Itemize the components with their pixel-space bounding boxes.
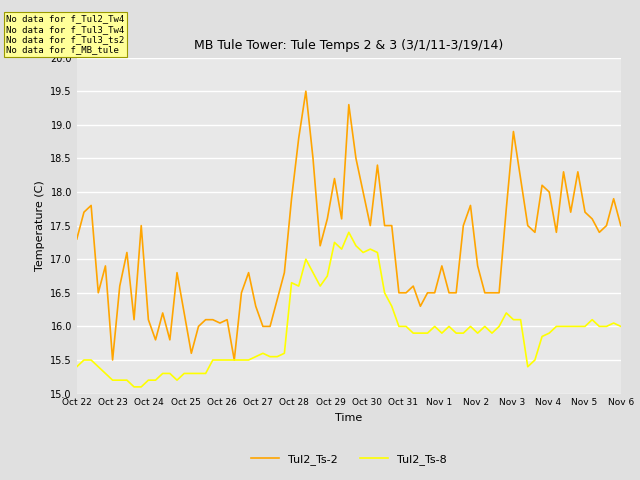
Line: Tul2_Ts-2: Tul2_Ts-2 bbox=[77, 91, 621, 360]
Tul2_Ts-2 bbox=[309, 156, 317, 161]
X-axis label: Time: Time bbox=[335, 413, 362, 423]
Tul2_Ts-2 bbox=[109, 357, 116, 363]
Legend: Tul2_Ts-2, Tul2_Ts-8: Tul2_Ts-2, Tul2_Ts-8 bbox=[247, 450, 451, 469]
Tul2_Ts-8 bbox=[130, 384, 138, 390]
Tul2_Ts-8 bbox=[316, 283, 324, 289]
Tul2_Ts-2 bbox=[617, 223, 625, 228]
Tul2_Ts-2 bbox=[302, 88, 310, 94]
Y-axis label: Temperature (C): Temperature (C) bbox=[35, 180, 45, 271]
Tul2_Ts-8 bbox=[259, 350, 267, 356]
Tul2_Ts-2 bbox=[188, 350, 195, 356]
Tul2_Ts-8 bbox=[266, 354, 274, 360]
Tul2_Ts-2 bbox=[388, 223, 396, 228]
Tul2_Ts-8 bbox=[73, 364, 81, 370]
Tul2_Ts-8 bbox=[388, 303, 396, 309]
Tul2_Ts-2 bbox=[323, 216, 331, 222]
Tul2_Ts-8 bbox=[617, 324, 625, 329]
Line: Tul2_Ts-8: Tul2_Ts-8 bbox=[77, 232, 621, 387]
Tul2_Ts-8 bbox=[345, 229, 353, 235]
Tul2_Ts-2 bbox=[266, 324, 274, 329]
Tul2_Ts-2 bbox=[73, 236, 81, 242]
Tul2_Ts-8 bbox=[302, 256, 310, 262]
Tul2_Ts-8 bbox=[188, 371, 195, 376]
Title: MB Tule Tower: Tule Temps 2 & 3 (3/1/11-3/19/14): MB Tule Tower: Tule Temps 2 & 3 (3/1/11-… bbox=[194, 39, 504, 52]
Tul2_Ts-2 bbox=[259, 324, 267, 329]
Text: No data for f_Tul2_Tw4
No data for f_Tul3_Tw4
No data for f_Tul3_ts2
No data for: No data for f_Tul2_Tw4 No data for f_Tul… bbox=[6, 14, 125, 55]
